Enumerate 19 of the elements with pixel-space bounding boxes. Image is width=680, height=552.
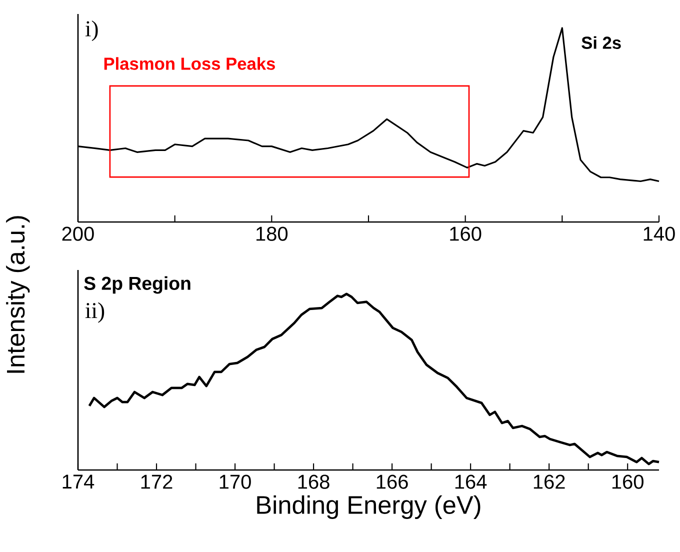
chart-title: ii) — [85, 302, 104, 323]
x-tick-label: 180 — [256, 226, 288, 241]
x-tick-label: 164 — [455, 474, 487, 489]
x-tick-label: 160 — [450, 226, 482, 241]
annotation: Plasmon Loss Peaks — [104, 57, 275, 70]
x-tick-label: 170 — [220, 474, 251, 489]
x-tick-label: 172 — [141, 474, 172, 489]
chart-subtitle: S 2p Region — [84, 276, 190, 294]
x-tick-label: 162 — [534, 474, 565, 489]
x-axis-title: Binding Energy (eV) — [257, 495, 480, 519]
chart-title: i) — [85, 20, 98, 42]
x-tick-label: 166 — [376, 474, 408, 489]
y-axis-title: Intensity (a.u.) — [6, 216, 30, 373]
x-tick-label: 160 — [612, 474, 644, 489]
x-tick-label: 168 — [298, 474, 330, 489]
x-tick-label: 200 — [62, 226, 94, 241]
x-tick-label: 174 — [62, 474, 94, 488]
annotation: Si 2s — [582, 36, 621, 49]
x-tick-label: 140 — [644, 226, 675, 241]
